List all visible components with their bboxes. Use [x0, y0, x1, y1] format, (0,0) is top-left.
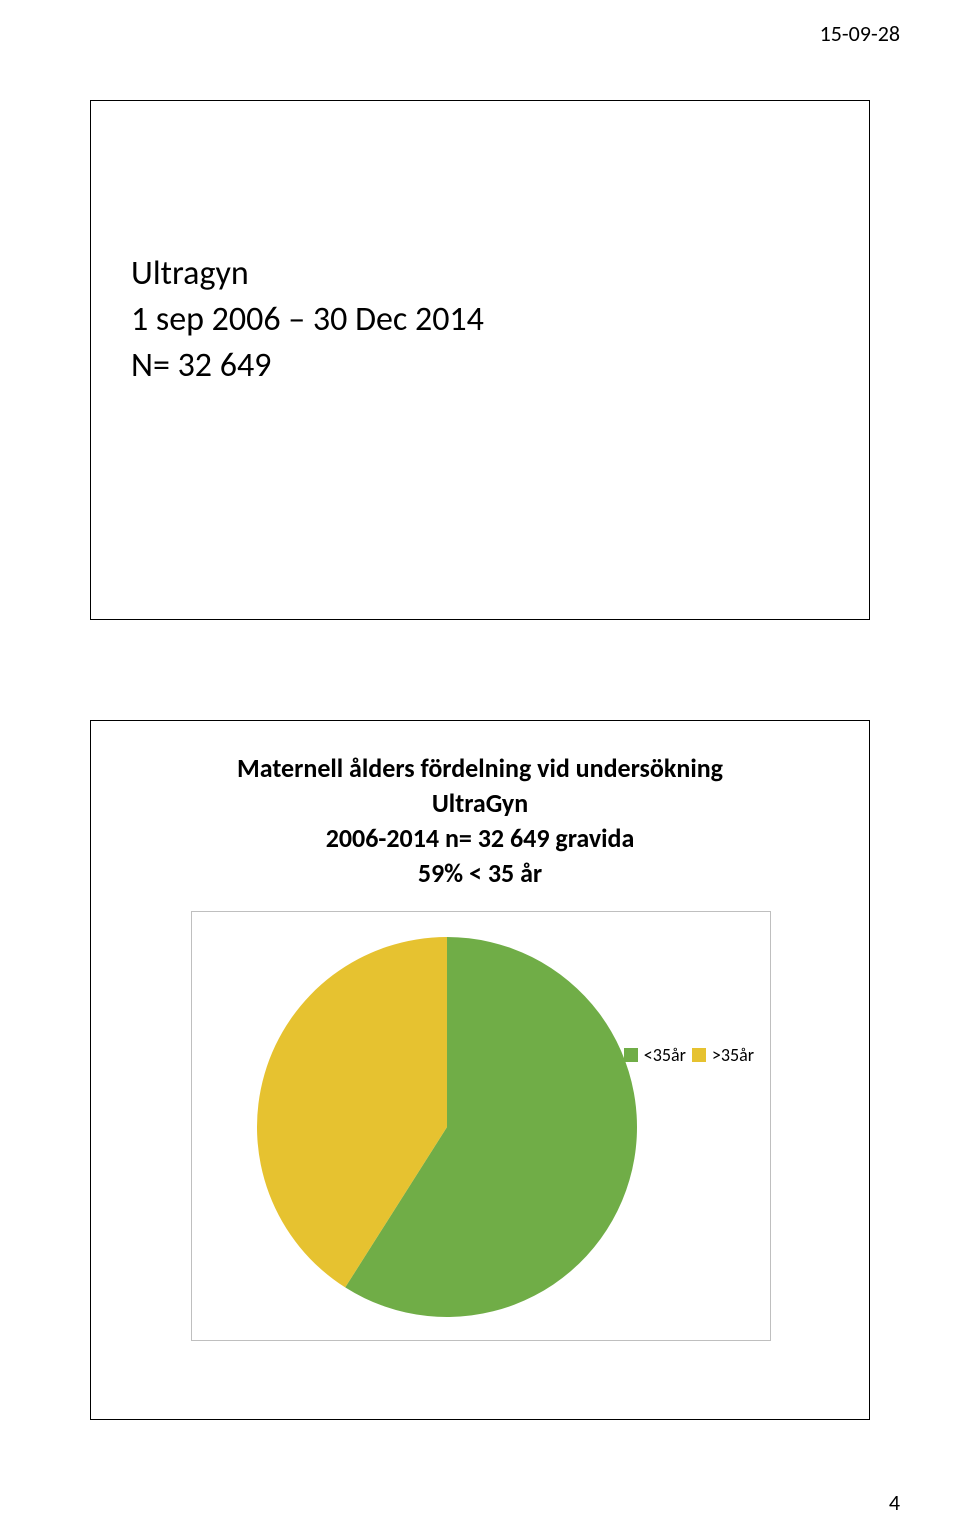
chart-title-line3: 2006-2014 n= 32 649 gravida	[91, 821, 869, 856]
panel-top-text: Ultragyn 1 sep 2006 – 30 Dec 2014 N= 32 …	[131, 251, 484, 389]
panel-bottom: Maternell ålders fördelning vid undersök…	[90, 720, 870, 1420]
chart-title-line2: UltraGyn	[91, 786, 869, 821]
legend-label-0: <35år	[644, 1044, 686, 1066]
page-number: 4	[889, 1489, 900, 1516]
pie-chart-container: <35år >35år	[191, 911, 771, 1341]
legend-label-1: >35år	[712, 1044, 754, 1066]
header-date: 15-09-28	[820, 20, 900, 47]
panel-top-line2: 1 sep 2006 – 30 Dec 2014	[131, 297, 484, 343]
pie-chart	[257, 937, 637, 1317]
chart-title-line1: Maternell ålders fördelning vid undersök…	[91, 751, 869, 786]
chart-title-line4: 59% < 35 år	[91, 856, 869, 891]
panel-top: Ultragyn 1 sep 2006 – 30 Dec 2014 N= 32 …	[90, 100, 870, 620]
legend-swatch-0	[624, 1048, 638, 1062]
panel-top-line3: N= 32 649	[131, 343, 484, 389]
page: 15-09-28 Ultragyn 1 sep 2006 – 30 Dec 20…	[0, 0, 960, 1534]
panel-top-line1: Ultragyn	[131, 251, 484, 297]
chart-title: Maternell ålders fördelning vid undersök…	[91, 751, 869, 891]
legend-swatch-1	[692, 1048, 706, 1062]
chart-legend: <35år >35år	[624, 1044, 754, 1066]
